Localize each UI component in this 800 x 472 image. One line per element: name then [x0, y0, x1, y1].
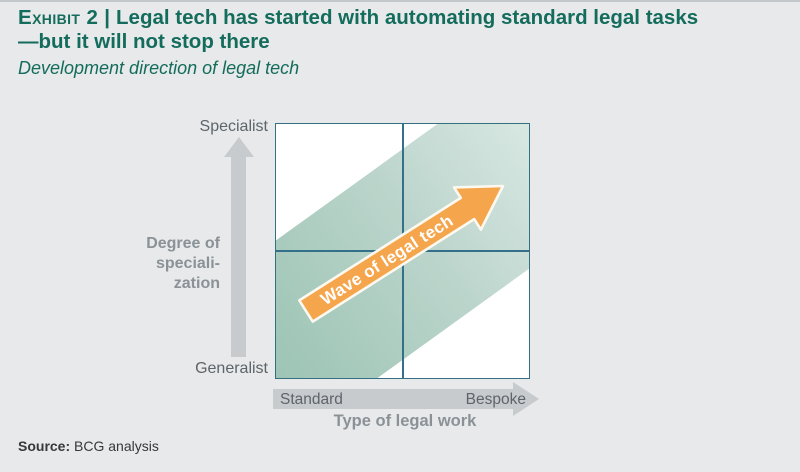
exhibit-number: Exhibit 2 — [18, 6, 99, 29]
y-axis-arrow-up-icon — [224, 137, 254, 157]
source-label: Source: — [18, 438, 71, 454]
y-axis-top-label: Specialist — [199, 118, 268, 135]
wave-arrow-label: Wave of legal tech — [317, 211, 456, 309]
x-axis-arrow-shaft — [273, 389, 513, 409]
source-line: Source: BCG analysis — [18, 438, 159, 454]
top-divider — [0, 0, 800, 2]
x-axis-title: Type of legal work — [333, 412, 477, 430]
source-text: BCG analysis — [74, 438, 159, 454]
quadrant-plot-area: Wave of legal tech — [275, 123, 530, 379]
exhibit-subtitle: Development direction of legal tech — [18, 58, 300, 78]
exhibit-title: Exhibit 2 | Legal tech has started with au… — [18, 6, 793, 30]
y-axis-arrow-shaft — [231, 156, 246, 357]
y-axis-bottom-label: Generalist — [195, 360, 268, 377]
x-axis-arrow-right-icon — [513, 382, 539, 416]
exhibit-title-line2: —but it will not stop there — [18, 30, 270, 53]
title-separator: | — [104, 6, 111, 29]
x-axis-right-label: Bespoke — [465, 391, 526, 408]
x-axis-left-label: Standard — [280, 391, 343, 408]
y-axis-title: Degree of speciali- zation — [146, 235, 220, 292]
wave-arrow: Wave of legal tech — [297, 184, 505, 323]
wave-arrow-shape — [297, 184, 505, 323]
exhibit-header: Exhibit 2 | Legal tech has started with au… — [18, 6, 793, 79]
exhibit-title-line1: Legal tech has started with automating s… — [116, 6, 699, 29]
